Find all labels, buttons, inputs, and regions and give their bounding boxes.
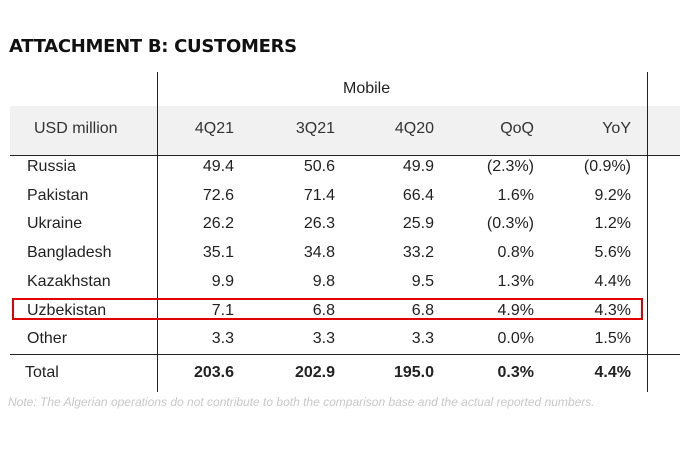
cell-4q21: 26.2 bbox=[202, 215, 234, 232]
cell-4q21: 7.1 bbox=[211, 302, 234, 319]
cell-qoq: 1.3% bbox=[497, 273, 534, 290]
cell-qoq: 1.6% bbox=[497, 187, 534, 204]
cell-yoy: 5.6% bbox=[594, 244, 631, 261]
cell-4q20: 49.9 bbox=[402, 158, 434, 175]
cell-qoq: (0.3%) bbox=[486, 215, 534, 232]
row-country: Kazakhstan bbox=[27, 273, 111, 290]
total-yoy: 4.4% bbox=[594, 364, 631, 381]
cell-4q20: 33.2 bbox=[402, 244, 434, 261]
cell-qoq: 0.8% bbox=[497, 244, 534, 261]
page-title: ATTACHMENT B: CUSTOMERS bbox=[9, 36, 297, 57]
col-header-4q21: 4Q21 bbox=[194, 120, 234, 137]
cell-3q21: 9.8 bbox=[312, 273, 335, 290]
cell-yoy: 4.3% bbox=[594, 302, 631, 319]
col-header-3q21: 3Q21 bbox=[295, 120, 335, 137]
cell-4q21: 35.1 bbox=[202, 244, 234, 261]
cell-4q20: 9.5 bbox=[411, 273, 434, 290]
footnote: Note: The Algerian operations do not con… bbox=[8, 395, 595, 409]
cell-3q21: 3.3 bbox=[312, 330, 335, 347]
total-4q20: 195.0 bbox=[393, 364, 434, 381]
mobile-group-header: Mobile bbox=[343, 80, 391, 97]
cell-3q21: 34.8 bbox=[303, 244, 335, 261]
divider-total-top bbox=[10, 354, 680, 355]
col-header-4q20: 4Q20 bbox=[394, 120, 434, 137]
cell-4q20: 25.9 bbox=[402, 215, 434, 232]
table-header-background bbox=[10, 106, 680, 155]
cell-yoy: (0.9%) bbox=[583, 158, 631, 175]
divider-vertical-right bbox=[647, 72, 648, 392]
cell-3q21: 50.6 bbox=[303, 158, 335, 175]
row-country: Other bbox=[27, 330, 68, 347]
cell-yoy: 9.2% bbox=[594, 187, 631, 204]
cell-4q20: 66.4 bbox=[402, 187, 434, 204]
cell-yoy: 1.5% bbox=[594, 330, 631, 347]
row-country: Russia bbox=[27, 158, 76, 175]
total-4q21: 203.6 bbox=[193, 364, 234, 381]
cell-qoq: 0.0% bbox=[497, 330, 534, 347]
row-country: Pakistan bbox=[27, 187, 89, 204]
cell-4q21: 9.9 bbox=[211, 273, 234, 290]
col-header-usd-million: USD million bbox=[34, 120, 118, 137]
cell-qoq: (2.3%) bbox=[486, 158, 534, 175]
cell-4q21: 49.4 bbox=[202, 158, 234, 175]
total-3q21: 202.9 bbox=[294, 364, 335, 381]
row-country: Uzbekistan bbox=[27, 302, 107, 319]
divider-header-bottom bbox=[10, 155, 680, 156]
col-header-qoq: QoQ bbox=[500, 120, 534, 137]
total-qoq: 0.3% bbox=[497, 364, 534, 381]
cell-3q21: 26.3 bbox=[303, 215, 335, 232]
row-country: Ukraine bbox=[27, 215, 83, 232]
col-header-yoy: YoY bbox=[602, 120, 631, 137]
cell-4q20: 6.8 bbox=[411, 302, 434, 319]
customers-table: Mobile USD million 4Q21 3Q21 4Q20 QoQ Yo… bbox=[10, 72, 680, 392]
divider-vertical-left bbox=[157, 72, 158, 392]
cell-yoy: 1.2% bbox=[594, 215, 631, 232]
cell-3q21: 6.8 bbox=[312, 302, 335, 319]
total-label: Total bbox=[25, 364, 59, 381]
cell-qoq: 4.9% bbox=[497, 302, 534, 319]
row-country: Bangladesh bbox=[27, 244, 112, 261]
cell-4q20: 3.3 bbox=[411, 330, 434, 347]
highlighted-row-frame bbox=[12, 298, 643, 320]
cell-4q21: 3.3 bbox=[211, 330, 234, 347]
cell-4q21: 72.6 bbox=[202, 187, 234, 204]
cell-yoy: 4.4% bbox=[594, 273, 631, 290]
cell-3q21: 71.4 bbox=[303, 187, 335, 204]
